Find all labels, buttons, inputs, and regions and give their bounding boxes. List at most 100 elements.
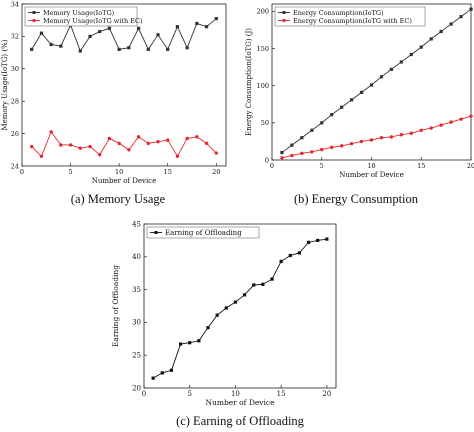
chart-b-xtick-label: 20 — [467, 162, 474, 170]
energy-consumption-chart: 0 5 10 15 20 0 50 100 150 200 Number of Device Ener… — [238, 0, 474, 194]
chart-a-series-0-point — [136, 26, 141, 30]
memory-usage-chart: 0 5 10 15 20 24 26 28 30 32 34 Number of Device Memo… — [0, 0, 236, 194]
chart-b-series-0-point — [459, 15, 463, 19]
chart-b-series-1-point — [459, 117, 463, 121]
chart-b-series-0-point — [409, 52, 413, 57]
chart-b-xtick-label: 10 — [367, 162, 375, 170]
chart-c-series-0-point — [233, 300, 238, 304]
chart-c-series-0-point — [169, 368, 174, 372]
chart-a-series-0-point — [166, 47, 170, 51]
chart-a-series-0-point — [49, 42, 53, 47]
chart-a-plot-frame — [21, 3, 227, 167]
caption-energy-consumption: (b) Energy Consumption — [293, 192, 419, 206]
chart-b-series-1-point — [320, 147, 324, 152]
chart-b-ytick-label: 200 — [257, 8, 269, 16]
chart-a-series-0-point — [214, 16, 218, 21]
chart-b-series-0-point — [300, 136, 304, 140]
chart-b-series-1-point — [429, 126, 433, 130]
chart-a-ytick-label: 34 — [11, 0, 19, 8]
caption-earning-of-offloading: (c) Earning of Offloading — [176, 414, 304, 428]
chart-b-series-0-point — [429, 37, 433, 41]
chart-a-legend-label: Memory Usage(IoTG with EC) — [43, 17, 143, 25]
chart-b-legend-box — [274, 6, 426, 27]
chart-c-ytick-label: 30 — [132, 319, 141, 327]
chart-a-series-1-point — [214, 151, 218, 155]
chart-c-series-0-point — [215, 313, 219, 317]
chart-c-ylabel: Earning of Offloading — [111, 265, 120, 347]
chart-a-series-1-point — [39, 154, 44, 158]
chart-a-ytick-label: 32 — [11, 33, 19, 41]
chart-a-series-0-point — [204, 25, 209, 29]
chart-a-xtick-label: 10 — [115, 168, 123, 176]
chart-b-series-0-point — [290, 143, 294, 147]
chart-c-xtick-label: 10 — [231, 390, 240, 398]
chart-b-xtick-label: 15 — [417, 162, 425, 170]
chart-c-legend-marker — [154, 231, 158, 234]
chart-b-series-0-line — [281, 8, 472, 153]
chart-c-series-0-line — [152, 238, 327, 379]
chart-a-series-0-point — [175, 25, 180, 29]
chart-b-legend-marker — [282, 18, 286, 23]
chart-a-series-0-point — [195, 21, 199, 26]
chart-c-series-0-point — [178, 342, 183, 346]
memory-usage-chart-svg: 0 5 10 15 20 24 26 28 30 32 34 Number of Device Memo… — [1, 0, 227, 185]
chart-a-ytick-label: 24 — [11, 162, 19, 170]
chart-b-series-1-point — [300, 151, 304, 156]
chart-a-series-0-point — [39, 31, 44, 35]
chart-b-series-1-point — [379, 136, 384, 140]
chart-a-series-0-point — [30, 47, 34, 51]
chart-b-series-0-point — [449, 22, 453, 26]
chart-b-ylabel: Energy Consumption(IoTG) (J) — [245, 28, 253, 136]
chart-b-series-1-point — [469, 114, 473, 118]
chart-a-ytick-label: 28 — [11, 98, 19, 106]
chart-a-series-0-point — [59, 44, 63, 48]
chart-b-series-1-point — [449, 120, 453, 124]
chart-b-legend-label: Energy Consumption(IoTG) — [293, 9, 384, 17]
chart-a-series-1-point — [88, 144, 92, 149]
chart-a-series-0-point — [156, 33, 160, 37]
chart-a-series-0-point — [88, 34, 92, 38]
chart-a-series-1-point — [136, 135, 141, 139]
chart-b-series-1-point — [369, 138, 374, 142]
chart-b-series-1-point — [310, 150, 314, 154]
chart-b-series-0-point — [469, 7, 473, 11]
chart-a-series-1-point — [166, 138, 170, 142]
chart-c-series-0-point — [188, 341, 192, 345]
chart-b-series-0-point — [389, 67, 393, 71]
chart-b-xlabel: Number of Device — [339, 171, 404, 179]
chart-a-xtick-label: 5 — [69, 168, 73, 176]
chart-a-series-1-point — [59, 143, 63, 147]
chart-c-xtick-label: 5 — [187, 390, 191, 398]
chart-a-xlabel: Number of Device — [92, 177, 157, 185]
chart-b-series-0-point — [320, 121, 324, 125]
caption-memory-usage: (a) Memory Usage — [70, 192, 166, 206]
chart-a-series-0-point — [107, 26, 112, 30]
chart-a-ylabel: Memory Usage(IoTG) (%) — [1, 39, 9, 130]
chart-c-ytick-label: 35 — [132, 286, 141, 294]
chart-b-series-0-point — [439, 29, 443, 34]
chart-c-plot-frame — [143, 223, 337, 389]
chart-a-series-1-point — [195, 135, 199, 139]
chart-b-ytick-label: 100 — [257, 82, 269, 90]
chart-a-legend-marker — [32, 18, 36, 23]
chart-a-series-0-point — [185, 46, 189, 50]
chart-a-series-0-point — [127, 46, 131, 50]
chart-a-ytick-label: 30 — [11, 65, 19, 73]
chart-c-legend-label: Earning of Offloading — [165, 229, 242, 237]
chart-a-series-1-point — [78, 146, 82, 150]
chart-c-series-0-point — [151, 376, 155, 380]
chart-b-series-0-point — [419, 45, 423, 49]
chart-c-legend-box — [146, 226, 260, 239]
chart-a-series-1-point — [127, 148, 131, 152]
chart-b-series-1-point — [339, 144, 344, 148]
chart-c-series-0-point — [252, 283, 256, 287]
chart-c-series-0-point — [306, 240, 311, 244]
chart-b-series-1-point — [399, 133, 404, 137]
chart-b-series-0-point — [280, 150, 284, 155]
chart-c-series-0-point — [160, 371, 164, 375]
chart-c-xlabel: Number of Device — [205, 398, 275, 407]
chart-a-legend-marker — [32, 11, 36, 14]
chart-b-series-1-point — [290, 153, 294, 158]
chart-a-series-1-point — [204, 141, 209, 146]
chart-a-xtick-label: 20 — [212, 168, 220, 176]
